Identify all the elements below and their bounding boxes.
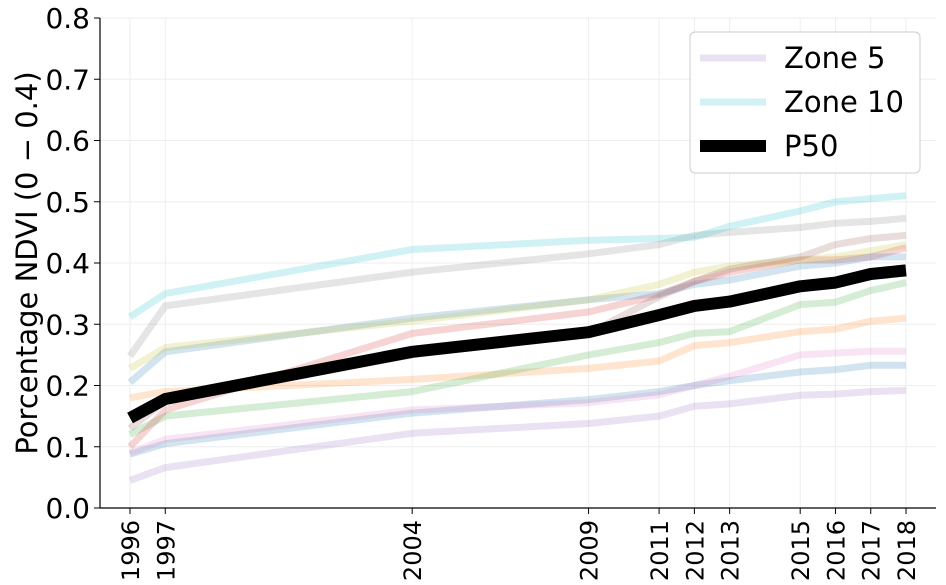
legend-box — [689, 31, 921, 174]
legend-label: P50 — [784, 129, 838, 163]
y-tick-label: 0.1 — [45, 431, 90, 464]
y-tick-label: 0.6 — [45, 125, 90, 158]
legend: Zone 5 Zone 10 P50 — [689, 31, 921, 174]
series-line-zone-4 — [128, 279, 907, 438]
series-line-zone-6 — [127, 253, 906, 386]
series-lines — [127, 192, 907, 484]
series-line-zone-7 — [128, 241, 907, 372]
x-tick-label: 1997 — [152, 520, 180, 581]
y-tick-label: 0.5 — [45, 186, 90, 219]
series-line-zone-10 — [128, 192, 907, 320]
y-tick-label: 0.4 — [45, 247, 90, 280]
y-tick-label: 0.0 — [45, 492, 90, 525]
x-tick-label: 2009 — [576, 520, 604, 581]
x-tick-label: 2017 — [858, 520, 886, 581]
series-line-zone-5 — [127, 244, 907, 450]
y-axis-label: Porcentage NDVI (0 − 0.4) — [10, 71, 44, 454]
legend-label: Zone 5 — [784, 41, 886, 75]
series-line-zone-1 — [129, 361, 906, 458]
y-tick-label: 0.2 — [45, 370, 90, 403]
x-tick-label: 2011 — [646, 520, 674, 581]
x-tick-label: 2013 — [717, 520, 745, 581]
series-line-p50 — [127, 264, 907, 424]
x-tick-label: 2016 — [822, 520, 850, 581]
x-tick-label: 2015 — [787, 520, 815, 581]
legend-label: Zone 10 — [784, 85, 904, 119]
series-line-zone-5 — [128, 386, 907, 484]
y-ticks: 0.0 0.1 0.2 0.3 0.4 0.5 0.6 0.7 0.8 — [45, 2, 100, 525]
series-line-zone-9 — [127, 214, 907, 359]
y-tick-label: 0.3 — [45, 308, 90, 341]
y-tick-label: 0.8 — [45, 2, 90, 35]
x-tick-label: 2004 — [399, 520, 427, 581]
x-tick-label: 2018 — [893, 520, 921, 581]
grid-lines — [100, 17, 936, 509]
y-tick-label: 0.7 — [45, 63, 90, 96]
x-ticks: 1996 1997 2004 2009 2011 2012 2013 2015 2016 2017… — [117, 508, 921, 581]
x-tick-label: 1996 — [117, 520, 145, 581]
x-tick-label: 2012 — [681, 520, 709, 581]
series-line-zone-2 — [128, 347, 906, 457]
series-line-zone-3 — [129, 314, 907, 402]
